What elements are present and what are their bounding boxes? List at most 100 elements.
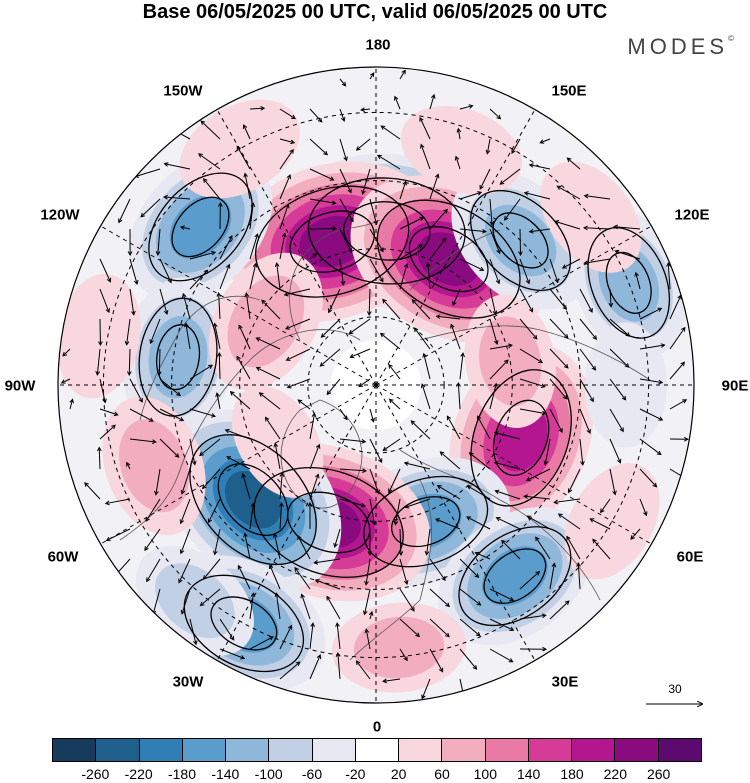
wind-vector [519,258,531,285]
wind-vector [339,78,347,87]
wind-vector [501,539,521,560]
meridian-line [375,384,652,545]
wind-vector [236,355,251,380]
wind-vector [159,288,169,316]
height-contour [492,399,550,476]
wind-vector [582,225,611,231]
wind-vector [666,262,671,290]
wind-vector [429,237,447,260]
wind-vector [410,420,431,440]
lon-label-150e: 150E [551,82,587,100]
colorbar-swatch [442,739,486,761]
wind-vector [238,324,251,350]
wind-vector [549,600,570,620]
anomaly-band [58,273,141,399]
height-contour [183,574,305,673]
wind-vector [309,138,328,156]
wind-vector [459,258,485,271]
colorbar-ticks: -260 -220 -180 -140 -100 -60 -20 20 60 100 140 180 2… [52,766,702,782]
brand-text: MODES [627,34,729,59]
wind-vector [369,498,377,526]
wind-vector [140,198,161,218]
wind-vector [489,343,513,350]
wind-vector [339,138,348,162]
wind-vector [639,307,663,320]
wind-vector [493,431,521,440]
wind-vector [229,391,251,410]
wind-vector [355,660,371,680]
latitude-circle [171,180,581,590]
wind-vector [62,348,71,357]
wind-vector [549,318,569,339]
wind-vector [485,138,491,155]
wind-vector [237,564,251,590]
wind-vector [579,408,591,434]
wind-vector [335,622,341,650]
wind-vector [243,532,251,560]
wind-vector [549,258,559,284]
wind-vector [639,468,658,488]
wind-vector [268,564,281,590]
height-contour [253,466,404,578]
wind-vector [219,234,233,260]
wind-vector [129,288,136,316]
wind-vector [557,513,581,530]
wind-vector [105,528,131,542]
wind-vector [456,127,462,140]
wind-vector [99,378,107,404]
wind-vector [456,382,461,410]
wind-vector [294,566,311,590]
wind-vector [459,191,483,200]
wind-vector [399,69,406,80]
wind-vector [279,148,294,170]
anomaly-positive [102,396,206,536]
lon-label-90w: 90W [4,377,36,395]
wind-vector [99,288,110,314]
wind-vector [95,348,101,376]
wind-vector [163,162,191,170]
wind-vector [146,558,161,583]
wind-vector [424,528,431,556]
wind-vector [217,351,222,380]
wind-vector [309,198,337,206]
height-contour [376,199,521,319]
wind-vector [499,168,521,185]
wind-vector [207,498,221,524]
colorbar-tick-label: -220 [124,766,153,782]
height-contour [391,496,461,548]
coastline-alaska [289,219,381,341]
wind-vector [639,378,664,385]
latitude-circle [307,316,445,454]
coastline-north-america [119,296,361,541]
wind-vector [639,408,664,421]
anomaly-layer [58,99,687,693]
wind-vector [459,588,482,606]
wind-vector [197,153,221,170]
colorbar-swatch [528,739,573,761]
wind-vector [226,456,251,470]
height-contour [363,475,489,568]
wind-vector [129,438,157,444]
wind-vector [202,178,221,200]
wind-vector [525,468,551,482]
wind-vector [118,198,131,224]
wind-vector [279,174,292,200]
height-contour [217,463,289,536]
colorbar-swatch [572,739,616,761]
colorbar-tick-label: -100 [254,766,283,782]
wind-vector [566,157,581,170]
height-contour [470,369,572,507]
wind-vector [327,288,341,314]
wind-vector [339,198,354,223]
meridian-line [100,225,377,386]
colorbar-tick-label: -60 [301,766,323,782]
wind-vector [326,378,341,396]
wind-vector [369,72,375,80]
wind-vector [579,438,585,466]
polar-map [57,66,695,704]
colorbar-tick-label: 100 [473,766,498,782]
meridian-line [216,109,377,386]
wind-vector [489,228,501,255]
wind-vector [219,263,231,290]
wind-vector [215,392,221,410]
